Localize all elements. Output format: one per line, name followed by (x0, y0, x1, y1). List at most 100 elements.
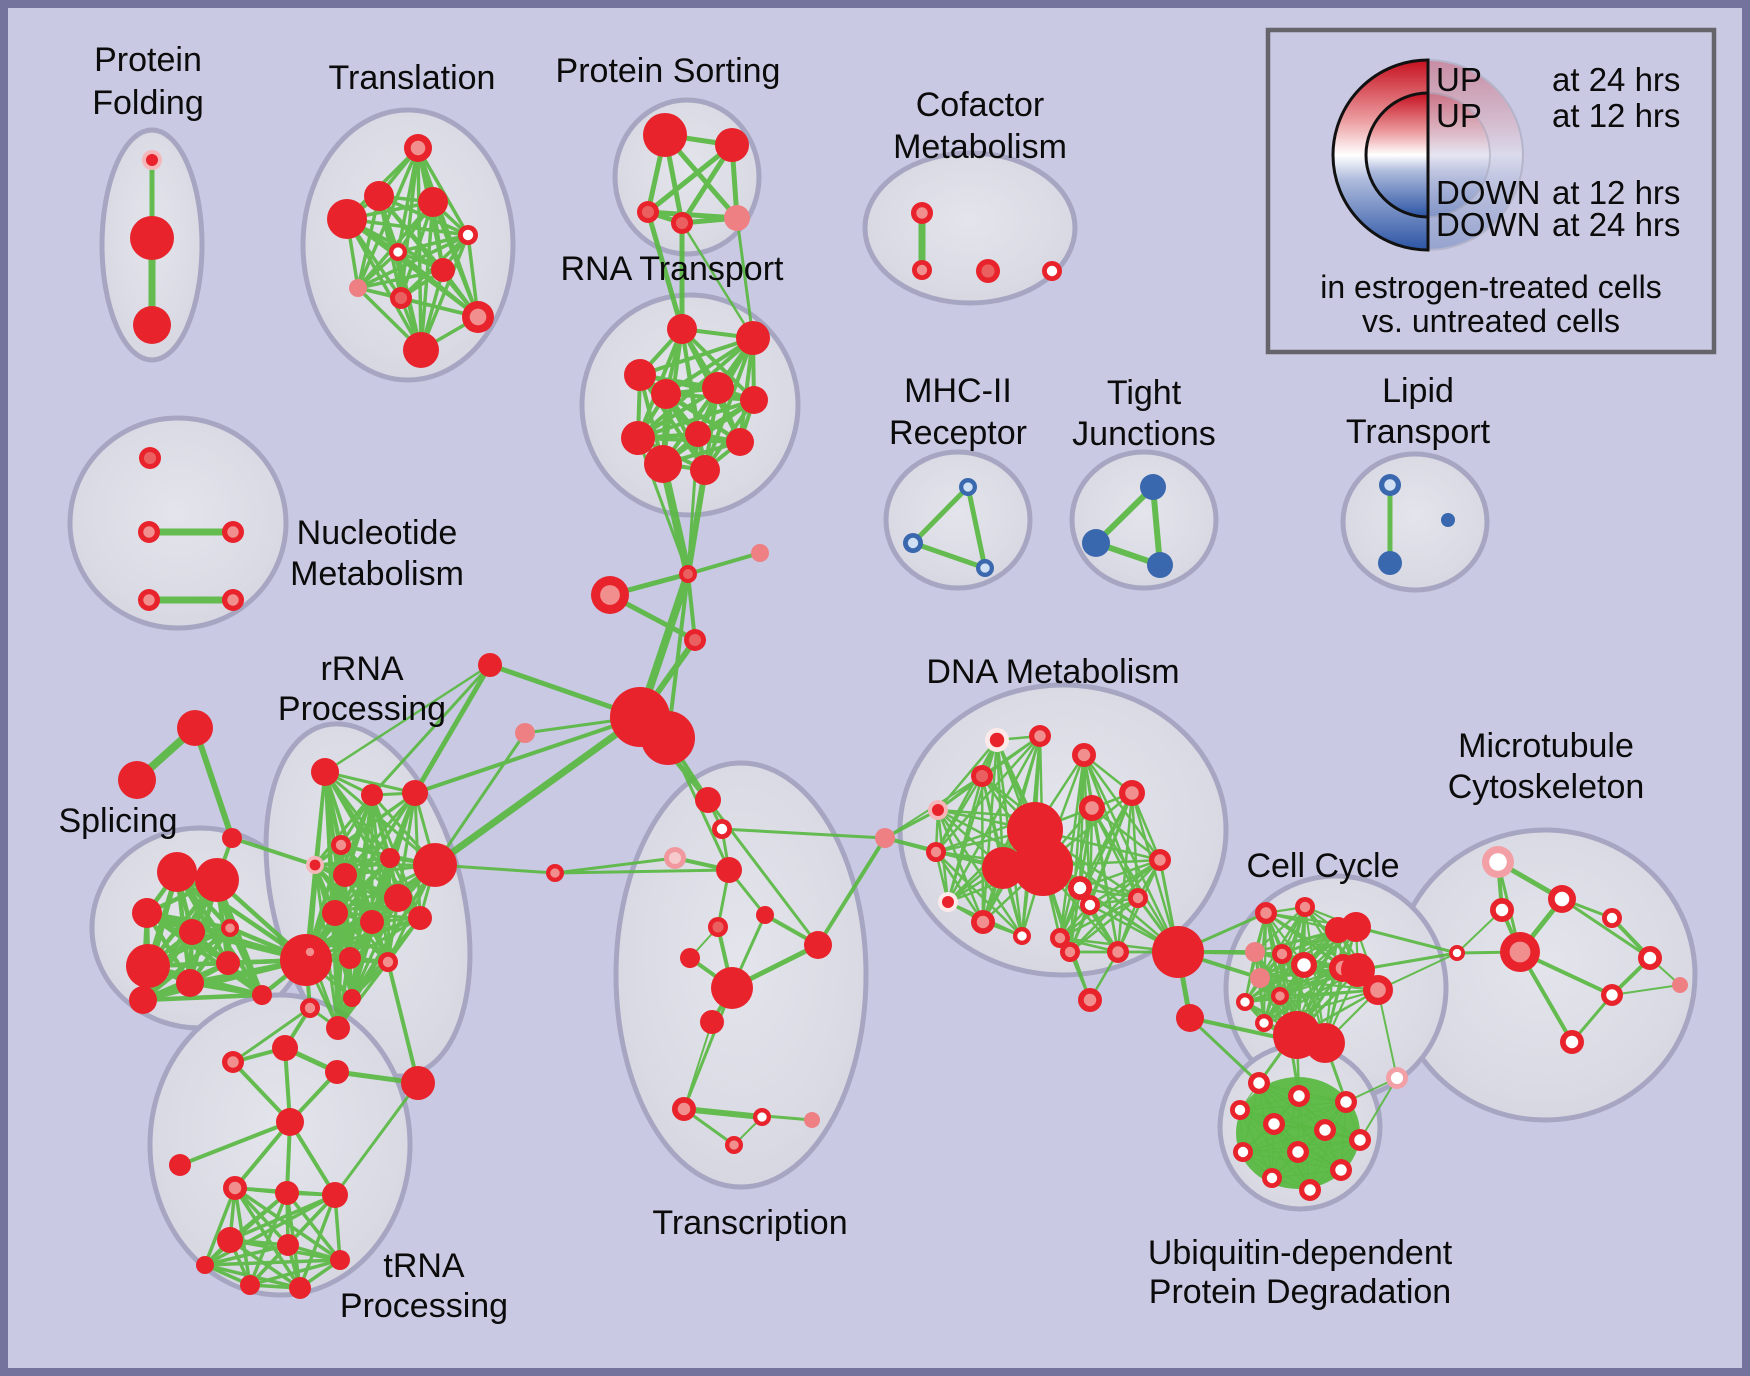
gene-node-tn14 (196, 1256, 214, 1274)
gene-node-dn20 (1080, 895, 1100, 915)
gene-node-dn25 (1176, 1004, 1204, 1032)
gene-node-tc10 (711, 967, 753, 1009)
network-edge (230, 836, 347, 877)
gene-node-sp0b (118, 761, 156, 799)
network-edge (1298, 1095, 1361, 1141)
gene-node-rt1 (667, 314, 697, 344)
gene-node-ub10 (1330, 1159, 1352, 1181)
gene-node-rr4 (331, 835, 351, 855)
gene-node-tc4 (716, 857, 742, 883)
cluster-ellipse-cofactor-metabolism (862, 150, 1078, 306)
gene-node-tn9 (322, 1182, 348, 1208)
cluster-ellipse-lipid-transport (1340, 451, 1490, 593)
gene-node-tj2 (1082, 529, 1110, 557)
gene-node-cc11 (1236, 993, 1254, 1011)
network-edge (636, 398, 756, 440)
network-edge (348, 856, 392, 960)
network-edge (386, 960, 420, 1085)
network-edge (1150, 484, 1163, 568)
gene-node-nm4 (138, 589, 160, 611)
gene-node-rr13 (302, 944, 318, 960)
network-edge (1082, 753, 1140, 900)
network-edge (1242, 1129, 1326, 1153)
network-edge (1611, 984, 1681, 996)
gene-node-dn10 (1013, 836, 1073, 896)
gene-node-tj3 (1147, 552, 1173, 578)
gene-node-ps4 (671, 212, 693, 234)
gene-node-sp4 (179, 919, 205, 945)
gene-node-tn10 (217, 1227, 243, 1253)
network-edge (816, 836, 887, 947)
gene-node-tn12 (240, 1275, 260, 1295)
legend-time-1: at 12 hrs (1552, 97, 1680, 134)
gene-nodes (118, 113, 1688, 1299)
gene-node-ub11 (1262, 1168, 1282, 1188)
network-edge (413, 715, 642, 795)
network-edge (1239, 1101, 1347, 1111)
gene-node-dn11 (982, 847, 1024, 889)
gene-node-mc6 (1602, 908, 1622, 928)
legend-box (1265, 27, 1717, 355)
cluster-label-lipid-transport: Lipid Transport (1346, 372, 1491, 451)
gene-node-rr16 (343, 989, 361, 1007)
gene-node-mc2 (1548, 885, 1576, 913)
gene-node-mh2 (903, 533, 923, 553)
cluster-label-splicing: Splicing (58, 802, 177, 840)
gene-node-dn14 (971, 910, 995, 934)
network-edge (416, 146, 423, 352)
network-edge (431, 713, 644, 869)
gene-node-mc1 (1482, 846, 1514, 878)
network-edge (144, 910, 265, 998)
cluster-labels: Protein Folding Translation Protein Sorting… (58, 41, 1644, 1325)
gene-node-ub7 (1349, 1129, 1371, 1151)
network-edge (412, 662, 493, 796)
gene-node-dn4 (971, 765, 993, 787)
network-edge (1271, 1169, 1342, 1179)
network-edge (934, 850, 985, 924)
network-edge (1130, 791, 1140, 900)
gene-node-rr0 (280, 934, 332, 986)
network-edge (1188, 1016, 1261, 1085)
network-edge (682, 1107, 814, 1122)
network-edge (231, 1006, 312, 1064)
network-edge (203, 1243, 290, 1267)
gene-node-tl6 (389, 243, 407, 261)
gene-node-rr14 (339, 947, 361, 969)
gene-node-ub2 (1288, 1085, 1310, 1107)
network-edge (333, 1081, 420, 1197)
cluster-label-transcription: Transcription (652, 1204, 847, 1242)
gene-node-rr9 (384, 884, 412, 912)
network-edge (1239, 1109, 1273, 1179)
network-edge (178, 1120, 292, 1167)
legend-caption-line-0: in estrogen-treated cells (1320, 269, 1662, 305)
gene-node-rt9 (644, 445, 682, 483)
gene-node-dn7 (1079, 795, 1105, 821)
legend-wheel-inner-faded (1427, 91, 1491, 219)
gene-node-sp2 (195, 858, 239, 902)
gene-node-tj1 (1140, 474, 1166, 500)
network-edge (936, 808, 985, 924)
gene-node-rr7 (380, 848, 400, 868)
gene-node-rt10 (690, 455, 720, 485)
gene-node-cc1 (1255, 902, 1277, 924)
gene-node-sp5 (221, 919, 239, 937)
cluster-label-protein-sorting: Protein Sorting (556, 52, 781, 90)
gene-node-cc4 (1341, 912, 1371, 942)
gene-node-ps1 (643, 113, 687, 157)
gene-node-rr10 (322, 900, 348, 926)
gene-node-mh1 (959, 478, 977, 496)
gene-node-cn7 (478, 653, 502, 677)
cluster-label-cell-cycle: Cell Cycle (1246, 847, 1399, 885)
gene-node-rt7 (685, 421, 711, 447)
gene-node-rr6 (333, 863, 357, 887)
network-edge (356, 194, 381, 290)
gene-node-tl2 (364, 181, 394, 211)
gene-node-nm5 (222, 589, 244, 611)
network-edge (308, 916, 422, 954)
gene-node-mc5 (1449, 945, 1465, 961)
network-edge (140, 992, 265, 1003)
gene-node-tc9 (804, 931, 832, 959)
network-edge (433, 731, 527, 867)
